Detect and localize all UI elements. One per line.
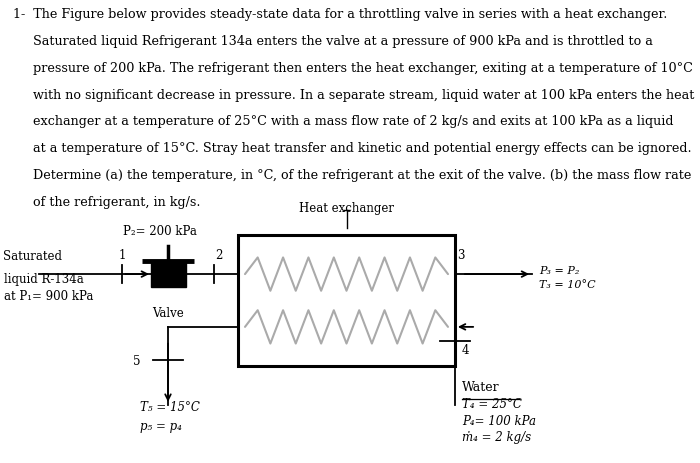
- Text: Valve: Valve: [152, 307, 184, 320]
- Text: Water: Water: [462, 382, 500, 394]
- Text: 1: 1: [119, 249, 126, 262]
- Text: P₂= 200 kPa: P₂= 200 kPa: [122, 225, 197, 238]
- Text: Saturated: Saturated: [4, 250, 62, 263]
- Text: ṁ₄ = 2 kg/s: ṁ₄ = 2 kg/s: [462, 432, 531, 444]
- Text: 2: 2: [216, 249, 223, 262]
- Text: 3: 3: [457, 249, 464, 262]
- Text: with no significant decrease in pressure. In a separate stream, liquid water at : with no significant decrease in pressure…: [13, 88, 694, 101]
- Text: T₅ = 15°C: T₅ = 15°C: [140, 401, 200, 414]
- Text: of the refrigerant, in kg/s.: of the refrigerant, in kg/s.: [13, 196, 200, 209]
- Text: T₄ = 25°C: T₄ = 25°C: [462, 398, 522, 411]
- Text: P₄= 100 kPa: P₄= 100 kPa: [462, 415, 536, 428]
- Text: T₃ = 10°C: T₃ = 10°C: [539, 280, 596, 290]
- Text: Determine (a) the temperature, in °C, of the refrigerant at the exit of the valv: Determine (a) the temperature, in °C, of…: [13, 169, 691, 182]
- Text: liquid R-134a: liquid R-134a: [4, 273, 83, 286]
- Text: 5: 5: [132, 355, 140, 368]
- Text: at a temperature of 15°C. Stray heat transfer and kinetic and potential energy e: at a temperature of 15°C. Stray heat tra…: [13, 142, 691, 156]
- Bar: [150, 261, 186, 287]
- Text: Saturated liquid Refrigerant 134a enters the valve at a pressure of 900 kPa and : Saturated liquid Refrigerant 134a enters…: [13, 35, 652, 48]
- Text: at P₁= 900 kPa: at P₁= 900 kPa: [4, 290, 93, 303]
- Text: p₅ = p₄: p₅ = p₄: [140, 420, 182, 433]
- Text: exchanger at a temperature of 25°C with a mass flow rate of 2 kg/s and exits at : exchanger at a temperature of 25°C with …: [13, 115, 673, 128]
- Text: Heat exchanger: Heat exchanger: [299, 202, 394, 215]
- Text: pressure of 200 kPa. The refrigerant then enters the heat exchanger, exiting at : pressure of 200 kPa. The refrigerant the…: [13, 62, 692, 75]
- Text: 4: 4: [462, 344, 470, 357]
- Bar: [238, 235, 455, 366]
- Text: 1-  The Figure below provides steady-state data for a throttling valve in series: 1- The Figure below provides steady-stat…: [13, 8, 667, 21]
- Text: P₃ = P₂: P₃ = P₂: [539, 266, 580, 276]
